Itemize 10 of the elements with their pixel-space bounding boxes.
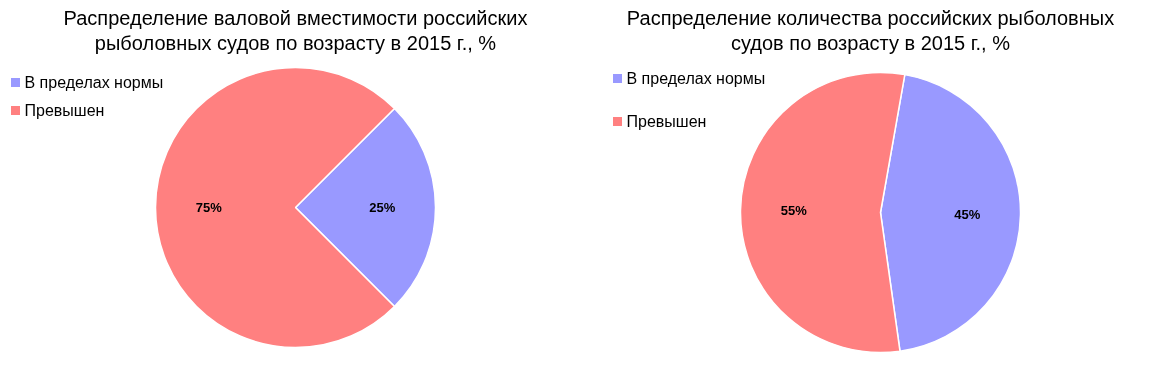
- legend-label: Превышен: [24, 102, 105, 119]
- legend-label: В пределах нормы: [24, 74, 164, 91]
- data-label: 55%: [780, 203, 808, 219]
- chart-title: Распределение валовой вместимости российских рыболовных судов по возрасту в 2015 г., %: [63, 6, 528, 54]
- legend-label: Превышен: [626, 113, 707, 130]
- legend-label: В пределах нормы: [626, 70, 766, 87]
- data-label: 75%: [195, 200, 223, 215]
- data-label: 25%: [369, 200, 396, 215]
- chart-title: Распределение количества российских рыболовных судов по возрасту в 2015 г., %: [626, 6, 1115, 54]
- data-label: 45%: [954, 206, 981, 222]
